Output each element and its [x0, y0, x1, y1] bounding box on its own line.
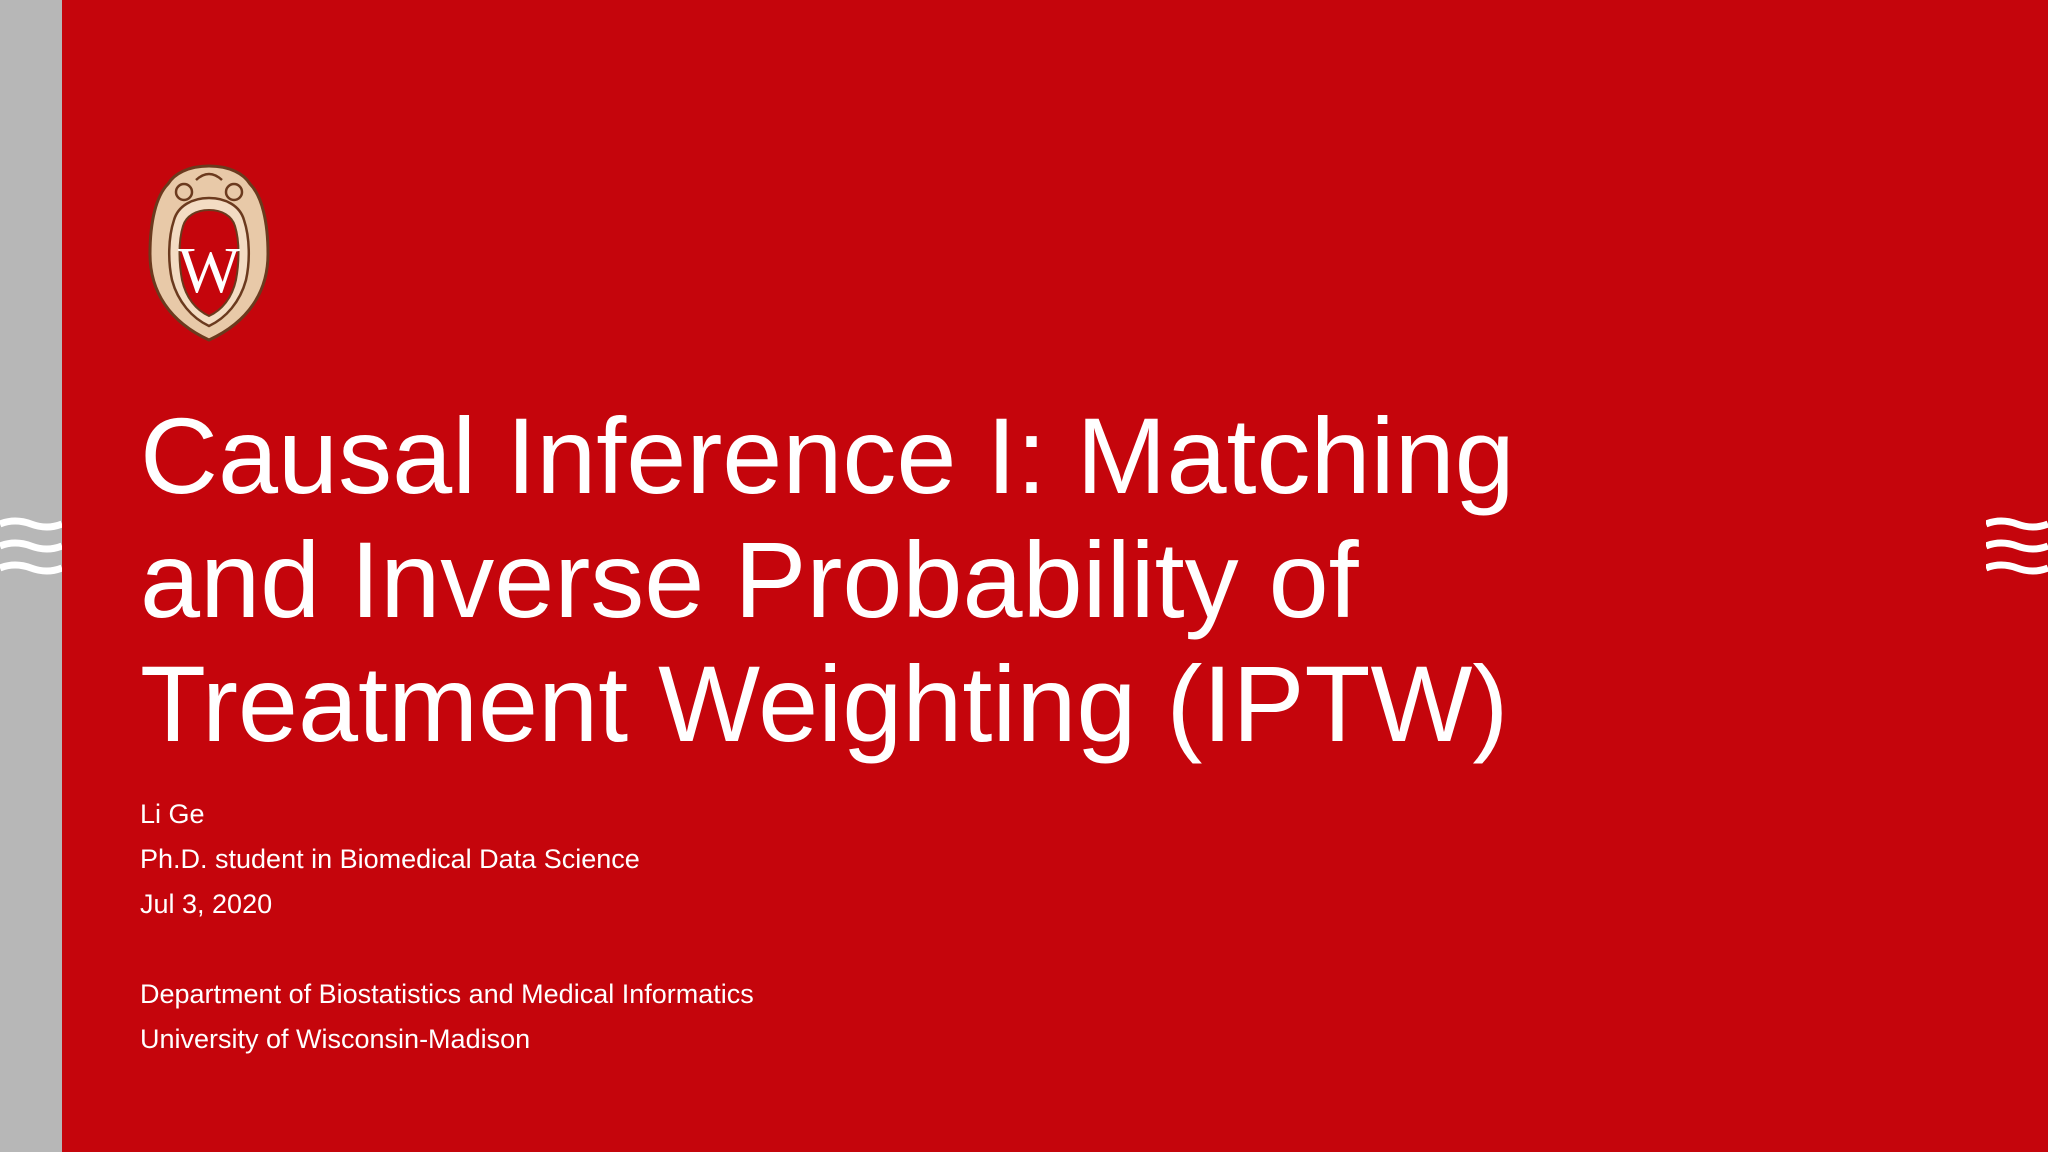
author-role: Ph.D. student in Biomedical Data Science [140, 844, 640, 874]
uw-crest-icon: W [148, 164, 270, 342]
presentation-date: Jul 3, 2020 [140, 889, 273, 919]
title-line-2: and Inverse Probability of [140, 519, 1359, 640]
presenter-info: Li Ge Ph.D. student in Biomedical Data S… [140, 792, 640, 927]
department-name: Department of Biostatistics and Medical … [140, 979, 754, 1009]
left-gray-band [0, 0, 62, 1152]
svg-text:W: W [178, 234, 241, 307]
title-line-1: Causal Inference I: Matching [140, 395, 1515, 516]
university-name: University of Wisconsin-Madison [140, 1024, 531, 1054]
affiliation-info: Department of Biostatistics and Medical … [140, 972, 754, 1062]
slide-title: Causal Inference I: Matching and Inverse… [140, 394, 1700, 766]
author-name: Li Ge [140, 799, 205, 829]
title-line-3: Treatment Weighting (IPTW) [140, 643, 1509, 764]
wave-right-icon [1986, 517, 2048, 575]
wave-left-icon [0, 517, 62, 575]
